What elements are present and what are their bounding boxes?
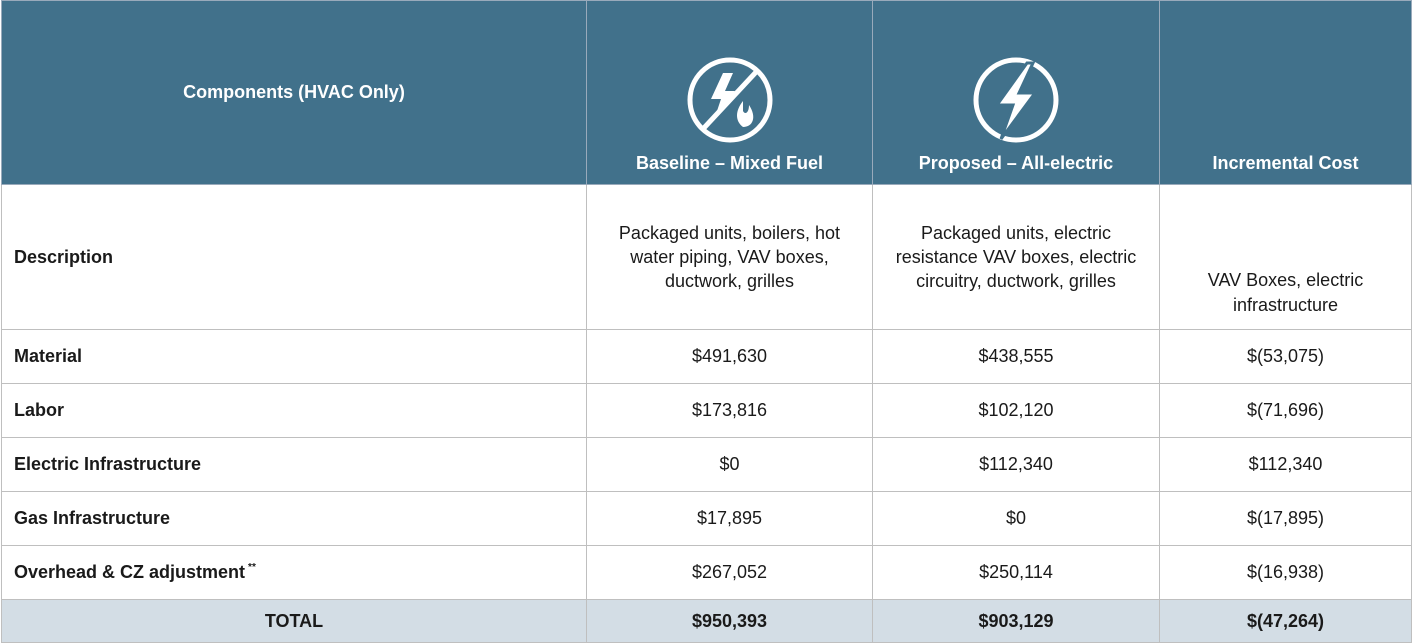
- cell: $250,114: [872, 545, 1160, 600]
- cell: $112,340: [872, 437, 1160, 492]
- row-label-text: Labor: [14, 400, 65, 420]
- mixed-fuel-icon: [687, 57, 772, 143]
- cell: $491,630: [586, 329, 873, 384]
- row-label: Labor: [1, 383, 587, 438]
- row-label: Overhead & CZ adjustment **: [1, 545, 587, 600]
- row-label: Material: [1, 329, 587, 384]
- table-body: Description Packaged units, boilers, hot …: [1, 184, 1412, 643]
- cell: $112,340: [1159, 437, 1412, 492]
- table-row: Gas Infrastructure $17,895 $0 $(17,895): [1, 491, 1412, 546]
- cell: $(16,938): [1159, 545, 1412, 600]
- table-row: Description Packaged units, boilers, hot …: [1, 184, 1412, 330]
- cell: $(47,264): [1159, 599, 1412, 643]
- cell: $950,393: [586, 599, 873, 643]
- row-label-text: Gas Infrastructure: [14, 508, 171, 528]
- header-text: Baseline – Mixed Fuel: [635, 153, 824, 173]
- cell: $(71,696): [1159, 383, 1412, 438]
- table-row: TOTAL $950,393 $903,129 $(47,264): [1, 599, 1412, 643]
- cell: $903,129: [872, 599, 1160, 643]
- row-label: Electric Infrastructure: [1, 437, 587, 492]
- footnote-mark: **: [248, 562, 256, 573]
- row-label-text: Material: [14, 346, 83, 366]
- cell: $102,120: [872, 383, 1160, 438]
- table-row: Overhead & CZ adjustment ** $267,052 $250,1…: [1, 545, 1412, 600]
- cell: $438,555: [872, 329, 1160, 384]
- table-row: Electric Infrastructure $0 $112,340 $112,34…: [1, 437, 1412, 492]
- cell: VAV Boxes, electric infrastructure: [1159, 184, 1412, 330]
- cell: $0: [586, 437, 873, 492]
- row-label-text: Overhead & CZ adjustment: [14, 562, 246, 582]
- header-cell: Baseline – Mixed Fuel: [586, 0, 873, 185]
- row-label: TOTAL: [1, 599, 587, 643]
- header-text: Proposed – All-electric: [918, 153, 1114, 173]
- cell: $(17,895): [1159, 491, 1412, 546]
- cell: Packaged units, boilers, hot water pipin…: [586, 184, 873, 330]
- header-cell: Proposed – All-electric: [872, 0, 1160, 185]
- cell: $0: [872, 491, 1160, 546]
- electric-icon: [973, 57, 1059, 143]
- row-label-text: Description: [14, 246, 114, 267]
- cell: $17,895: [586, 491, 873, 546]
- row-label: Gas Infrastructure: [1, 491, 587, 546]
- header-row: Components (HVAC Only) Baseline – Mixed …: [1, 0, 1412, 185]
- row-label-text: TOTAL: [264, 610, 324, 631]
- table-row: Labor $173,816 $102,120 $(71,696): [1, 383, 1412, 438]
- header-text: Incremental Cost: [1212, 153, 1359, 173]
- table-row: Material $491,630 $438,555 $(53,075): [1, 329, 1412, 384]
- cell: $(53,075): [1159, 329, 1412, 384]
- row-label: Description: [1, 184, 587, 330]
- cell: $173,816: [586, 383, 873, 438]
- header-cell: Incremental Cost: [1159, 0, 1412, 185]
- cell: Packaged units, electric resistance VAV …: [872, 184, 1160, 330]
- row-label-text: Electric Infrastructure: [14, 454, 202, 474]
- header-cell: Components (HVAC Only): [1, 0, 587, 185]
- cell: $267,052: [586, 545, 873, 600]
